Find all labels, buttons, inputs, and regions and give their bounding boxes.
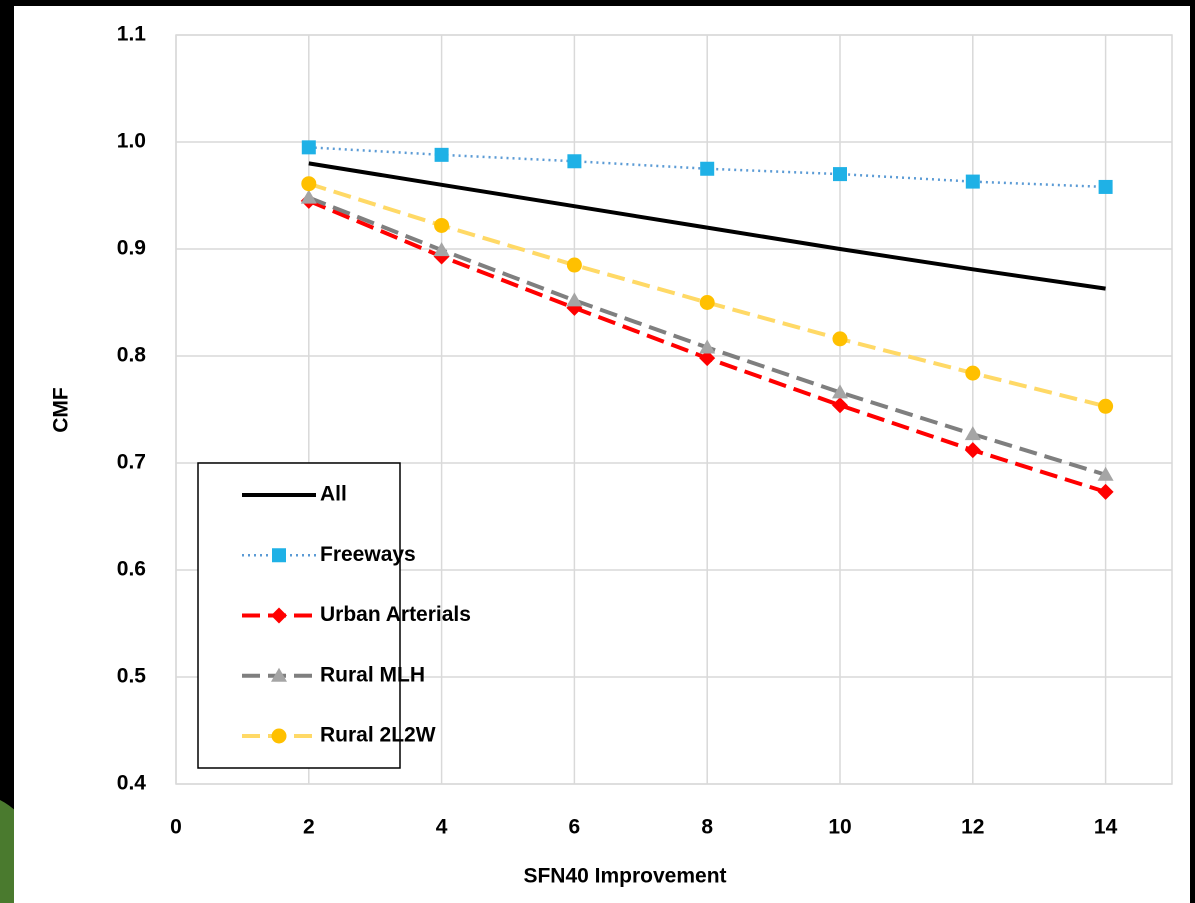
marker	[433, 242, 450, 257]
marker	[1098, 179, 1113, 194]
marker	[964, 426, 981, 441]
marker	[832, 384, 848, 399]
legend-label: Rural MLH	[320, 663, 425, 686]
marker	[964, 442, 981, 459]
x-tick-label: 6	[569, 816, 581, 839]
y-tick-label: 0.6	[117, 558, 146, 581]
chart-background	[14, 6, 1190, 903]
marker	[700, 161, 715, 176]
marker	[567, 154, 582, 169]
legend-label: Freeways	[320, 543, 416, 566]
marker	[832, 331, 848, 347]
x-tick-label: 8	[701, 816, 713, 839]
marker	[965, 174, 980, 189]
marker	[1098, 398, 1114, 414]
x-tick-label: 14	[1094, 816, 1118, 839]
y-tick-label: 0.7	[117, 451, 146, 474]
y-tick-label: 0.4	[117, 772, 147, 795]
y-tick-label: 0.8	[117, 344, 147, 367]
marker	[434, 217, 450, 233]
x-tick-label: 0	[170, 816, 182, 839]
marker	[833, 167, 847, 182]
marker	[1097, 466, 1114, 481]
legend-label: Urban Arterials	[320, 603, 471, 626]
y-tick-label: 1.0	[117, 130, 146, 153]
x-tick-label: 10	[828, 816, 851, 839]
marker	[301, 176, 317, 192]
legend-label: All	[320, 483, 347, 506]
legend-marker	[271, 607, 287, 624]
marker	[434, 147, 449, 162]
legend-label: Rural 2L2W	[320, 724, 436, 747]
marker	[832, 397, 848, 414]
marker	[699, 295, 715, 310]
series-line	[308, 161, 1106, 291]
x-tick-label: 12	[961, 816, 984, 839]
x-tick-label: 2	[303, 816, 315, 839]
y-tick-label: 1.1	[117, 23, 147, 46]
x-tick-label: 4	[436, 816, 448, 839]
y-tick-label: 0.9	[117, 237, 146, 260]
marker	[699, 339, 716, 354]
legend-marker	[271, 728, 287, 744]
plot-border	[175, 34, 1173, 785]
marker	[699, 350, 716, 367]
legend-marker	[272, 548, 286, 563]
marker	[965, 365, 981, 381]
marker	[566, 257, 582, 273]
y-tick-label: 0.5	[117, 665, 147, 688]
legend: All Freeways Urban Arterials Rural MLH Rural…	[197, 462, 471, 769]
legend-marker	[271, 667, 287, 682]
y-axis-title: CMF	[50, 387, 73, 433]
marker	[1097, 483, 1114, 500]
marker	[566, 292, 583, 307]
marker	[300, 189, 317, 204]
marker	[301, 140, 316, 155]
x-axis-title: SFN40 Improvement	[523, 865, 726, 888]
